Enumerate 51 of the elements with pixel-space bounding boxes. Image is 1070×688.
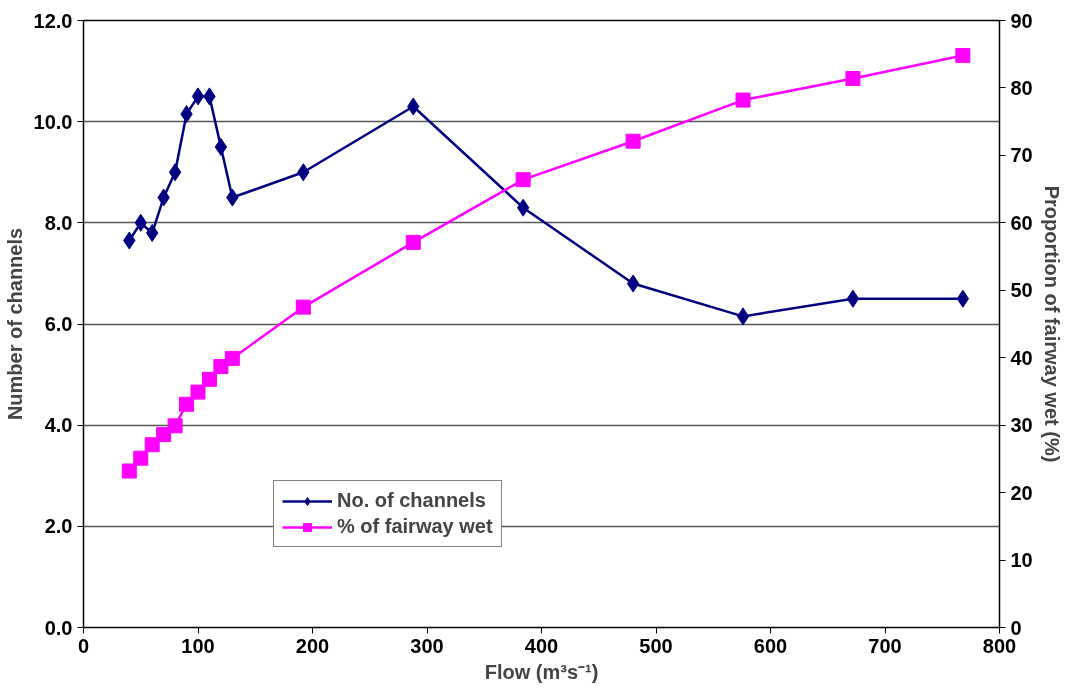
x-tick-label: 200 xyxy=(295,634,330,657)
point xyxy=(214,137,228,156)
y-tick-label: 8.0 xyxy=(44,211,73,234)
point xyxy=(736,307,750,326)
y2-axis-title: Proportion of fairway wet (%) xyxy=(1040,185,1063,463)
point xyxy=(191,87,205,106)
x-axis-title: Flow (m³s⁻¹) xyxy=(484,660,599,683)
legend-label: % of fairway wet xyxy=(337,515,493,538)
y-tick-label: 0.0 xyxy=(44,616,73,639)
point xyxy=(168,163,182,182)
point xyxy=(956,289,970,308)
y-tick-label: 6.0 xyxy=(44,313,73,335)
point xyxy=(405,234,421,250)
point xyxy=(295,299,311,315)
y-tick-label: 10.0 xyxy=(33,110,73,133)
x-tick-label: 600 xyxy=(753,634,788,657)
point xyxy=(144,437,160,453)
x-tick-label: 100 xyxy=(181,634,215,657)
x-tick-label: 300 xyxy=(410,634,444,657)
point xyxy=(625,133,641,149)
point xyxy=(846,289,860,308)
y-axis-title: Number of channels xyxy=(3,227,26,421)
y2-tick-label: 50 xyxy=(1010,279,1033,302)
point xyxy=(201,371,217,387)
point xyxy=(133,450,149,466)
y2-tick-label: 30 xyxy=(1010,414,1033,437)
y-tick-label: 2.0 xyxy=(44,515,73,538)
y-tick-label: 4.0 xyxy=(44,414,73,437)
y2-tick-label: 80 xyxy=(1010,76,1033,99)
x-tick-label: 700 xyxy=(868,634,902,657)
y2-tick-label: 60 xyxy=(1010,211,1033,234)
x-tick-label: 0 xyxy=(77,634,90,657)
point xyxy=(955,48,971,64)
point xyxy=(515,172,531,188)
point xyxy=(626,274,640,293)
y2-tick-label: 10 xyxy=(1010,549,1033,572)
y2-tick-label: 90 xyxy=(1010,9,1033,32)
x-tick-label: 400 xyxy=(524,634,559,657)
x-tick-label: 500 xyxy=(639,634,673,657)
y2-tick-label: 20 xyxy=(1010,481,1033,504)
point xyxy=(845,71,861,86)
y2-tick-label: 70 xyxy=(1010,144,1033,167)
y2-tick-label: 40 xyxy=(1010,346,1033,369)
point xyxy=(179,396,195,412)
point xyxy=(121,463,137,479)
y-tick-label: 12.0 xyxy=(33,9,73,32)
point xyxy=(224,350,240,366)
point xyxy=(190,384,206,400)
point xyxy=(167,418,183,434)
point xyxy=(735,92,751,108)
legend-label: No. of channels xyxy=(337,489,486,512)
